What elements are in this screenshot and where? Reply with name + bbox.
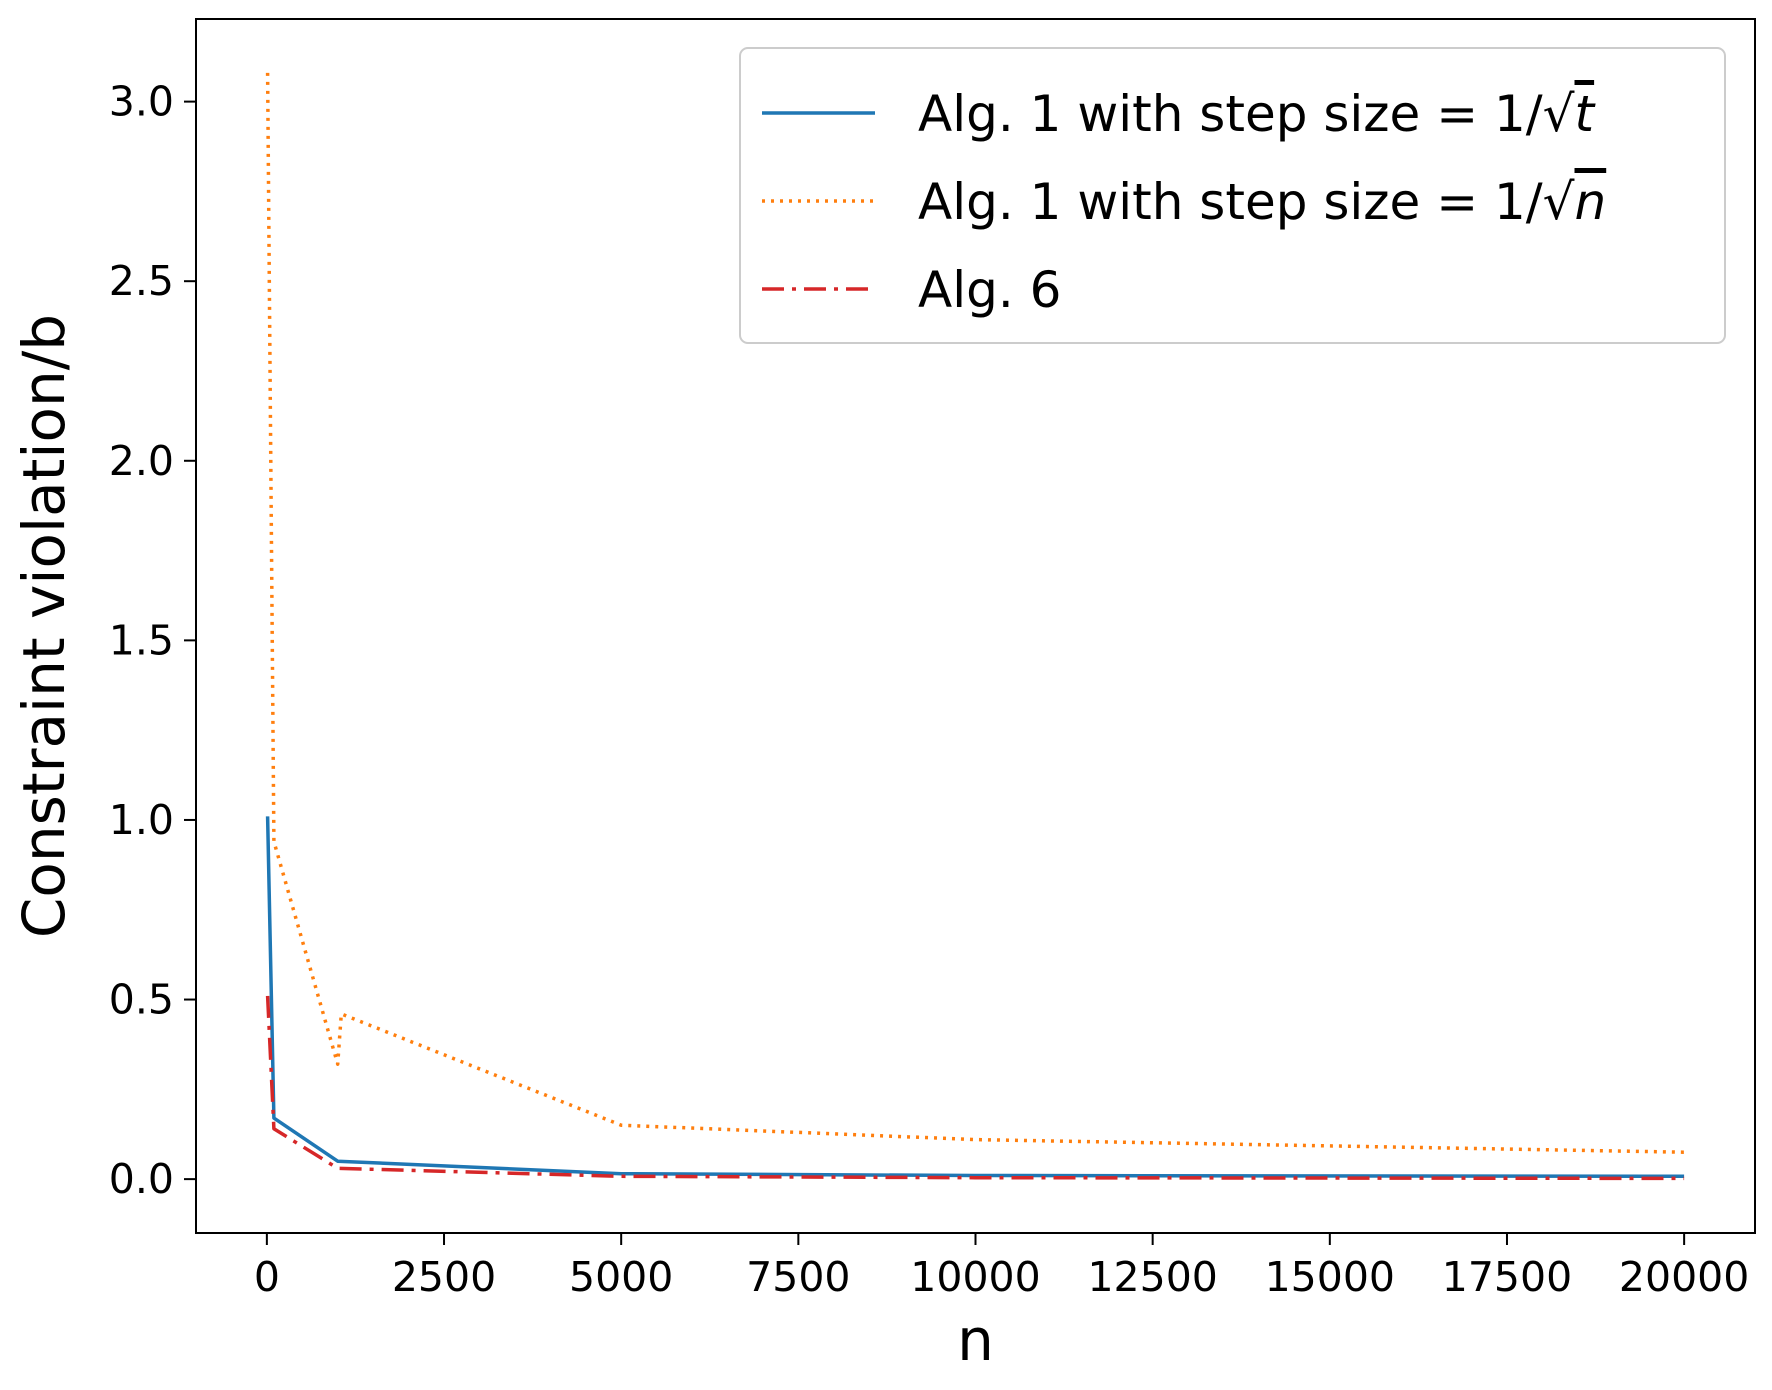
y-axis: 0.0 0.5 1.0 1.5 2.0 2.5 3.0 xyxy=(109,78,196,1203)
legend-label-1: Alg. 1 with step size = 1/√t xyxy=(918,85,1597,143)
plot-area xyxy=(265,72,1685,1181)
y-tick-label: 3.0 xyxy=(109,78,174,126)
x-tick-label: 12500 xyxy=(1087,1253,1217,1301)
series-line-1 xyxy=(265,816,1685,1179)
y-tick-label: 0.5 xyxy=(109,976,174,1024)
x-tick-label: 2500 xyxy=(392,1253,496,1301)
y-tick-label: 1.0 xyxy=(109,796,174,844)
x-axis: 0 2500 5000 7500 10000 12500 15000 17500 20000 xyxy=(254,1233,1749,1301)
legend: Alg. 1 with step size = 1/√t Alg. 1 with … xyxy=(739,47,1726,344)
x-tick-label: 15000 xyxy=(1265,1253,1395,1301)
y-tick-label: 2.0 xyxy=(109,437,174,485)
y-tick-label: 1.5 xyxy=(109,616,174,664)
legend-label-2: Alg. 1 with step size = 1/√n xyxy=(918,173,1606,231)
x-axis-title: n xyxy=(957,1306,994,1374)
x-tick-label: 17500 xyxy=(1442,1253,1572,1301)
series-line-3 xyxy=(265,995,1685,1181)
x-tick-label: 20000 xyxy=(1619,1253,1749,1301)
x-tick-label: 0 xyxy=(254,1253,280,1301)
x-tick-label: 7500 xyxy=(746,1253,850,1301)
legend-box xyxy=(739,47,1726,344)
x-tick-label: 10000 xyxy=(910,1253,1040,1301)
x-tick-label: 5000 xyxy=(569,1253,673,1301)
legend-label-3: Alg. 6 xyxy=(918,261,1061,319)
y-tick-label: 2.5 xyxy=(109,257,174,305)
y-axis-title: Constraint violation/b xyxy=(10,314,78,938)
y-tick-label: 0.0 xyxy=(109,1155,174,1203)
